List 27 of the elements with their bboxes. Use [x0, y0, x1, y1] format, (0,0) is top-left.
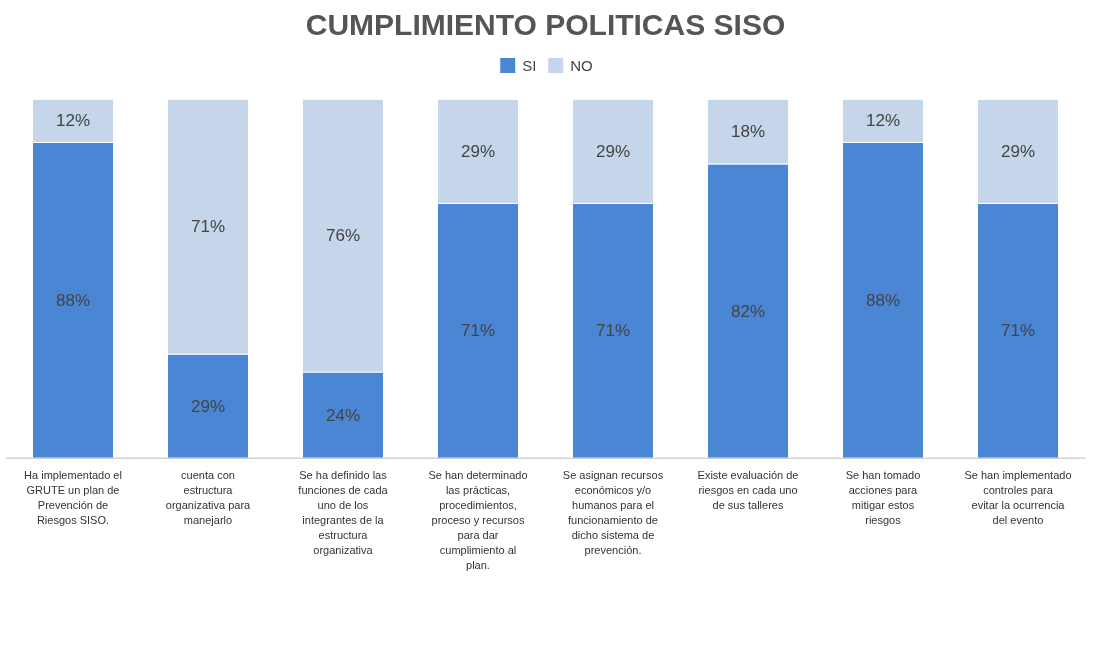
legend-label: SI: [522, 56, 538, 74]
data-label: 29%: [1000, 141, 1036, 161]
data-label: 88%: [55, 290, 91, 310]
data-label: 29%: [460, 141, 496, 161]
data-label: 82%: [730, 301, 766, 321]
data-label: 88%: [865, 290, 901, 310]
x-tick-label: Ha implementado el GRUTE un plan de Prevención de Riesgos SISO.: [24, 468, 122, 526]
data-label: 71%: [1000, 321, 1036, 341]
x-tick-label: cuenta con estructura organizativa para manejarlo: [165, 468, 252, 526]
data-label: 29%: [190, 396, 226, 416]
data-label: 71%: [595, 321, 631, 341]
x-tick-label: Se han tomado acciones para mitigar estos riesgos: [845, 468, 921, 526]
x-tick-label: Se asignan recursos económicos y/o humanos para el funcionamiento de dicho sistema de prevención.: [562, 468, 664, 556]
x-tick-label: Se han implementado controles para evitar la ocurrencia del evento: [964, 468, 1072, 526]
data-label: 71%: [190, 217, 226, 237]
x-tick-label: Se han determinado las prácticas, procedimientos, proceso y recursos para dar cumplimiento al plan.: [428, 468, 528, 571]
legend-label: NO: [570, 56, 593, 74]
data-label: 71%: [460, 321, 496, 341]
chart-title: CUMPLIMIENTO POLITICAS SISO: [305, 7, 786, 41]
data-label: 29%: [595, 141, 631, 161]
x-tick-label: Existe evaluación de riesgos en cada uno de sus talleres: [697, 468, 799, 511]
x-tick-label: Se ha definido las funciones de cada uno de los integrantes de la estructura organizativa: [298, 468, 389, 556]
data-label: 18%: [730, 122, 766, 142]
data-label: 12%: [865, 111, 901, 131]
data-label: 24%: [325, 405, 361, 425]
data-label: 76%: [325, 226, 361, 246]
data-label: 12%: [55, 111, 91, 131]
